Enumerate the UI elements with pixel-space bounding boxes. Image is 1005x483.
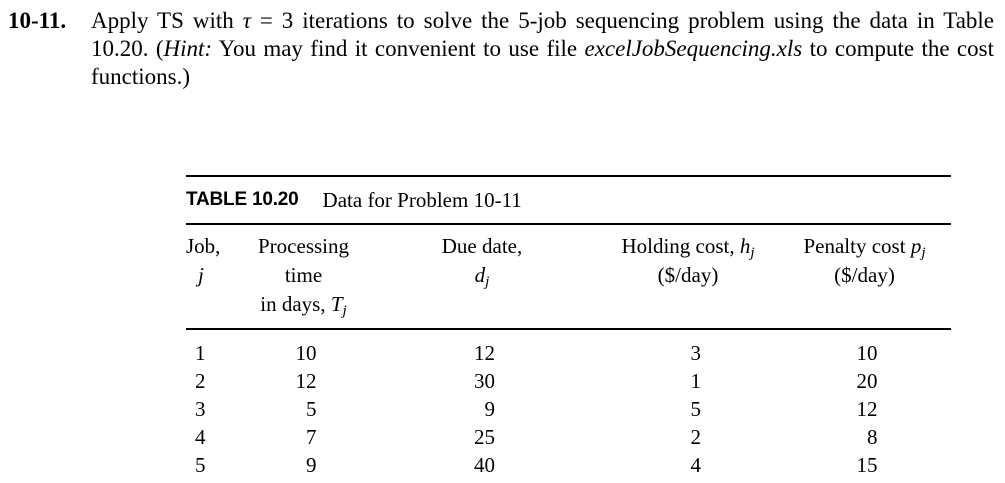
header-units: ($/day) xyxy=(657,263,719,287)
table-caption-title: Data for Problem 10-11 xyxy=(322,187,522,212)
table-row: 3 5 9 5 12 xyxy=(186,395,951,423)
job-symbol: j xyxy=(198,263,204,287)
due-date-symbol: d xyxy=(474,263,486,287)
data-table: Job, j Processing time in days, Tj Due d… xyxy=(186,225,951,483)
value: 20 xyxy=(856,369,878,393)
cell-job: 5 xyxy=(195,453,206,477)
cell-penalty-cost: 12 xyxy=(778,395,951,423)
cell-penalty-cost: 15 xyxy=(778,451,951,483)
cell-due-date: 9 xyxy=(366,395,598,423)
value: 7 xyxy=(306,425,317,449)
header-cell-holding-cost: Holding cost, hj ($/day) xyxy=(598,225,778,330)
value: 9 xyxy=(484,397,496,421)
penalty-cost-symbol: p xyxy=(910,234,922,258)
table-row: 2 12 30 1 20 xyxy=(186,367,951,395)
cell-job: 4 xyxy=(195,425,206,449)
cell-job: 1 xyxy=(195,341,206,365)
table-10-20: TABLE 10.20 Data for Problem 10-11 Job, … xyxy=(186,175,951,483)
cell-penalty-cost: 8 xyxy=(778,423,951,451)
cell-due-date: 12 xyxy=(366,329,598,367)
problem-statement: 10-11. Apply TS with τ = 3 iterations to… xyxy=(8,7,998,91)
value: 9 xyxy=(306,453,317,477)
value: 3 xyxy=(690,341,702,365)
header-title: Due date, xyxy=(441,234,523,258)
header-title: Penalty cost xyxy=(803,234,911,258)
value: 30 xyxy=(474,369,495,393)
subscript: j xyxy=(921,245,926,262)
cell-holding-cost: 1 xyxy=(598,367,778,395)
cell-processing-time: 10 xyxy=(241,329,366,367)
text-segment: Apply TS with xyxy=(91,8,243,33)
header-units-prefix: in days, xyxy=(260,292,331,316)
cell-holding-cost: 5 xyxy=(598,395,778,423)
cell-job: 2 xyxy=(195,369,206,393)
cell-holding-cost: 3 xyxy=(598,329,778,367)
cell-processing-time: 9 xyxy=(241,451,366,483)
header-title: Processing time xyxy=(258,234,349,287)
value: 12 xyxy=(295,369,317,393)
value: 2 xyxy=(690,425,702,449)
table-header: Job, j Processing time in days, Tj Due d… xyxy=(186,225,951,330)
value: 15 xyxy=(856,453,878,477)
table-caption-label: TABLE 10.20 xyxy=(186,189,299,210)
file-name: excelJobSequencing.xls xyxy=(584,36,803,61)
subscript: j xyxy=(342,303,347,320)
table-row: 5 9 40 4 15 xyxy=(186,451,951,483)
subscript: j xyxy=(485,274,490,291)
header-cell-job: Job, j xyxy=(186,225,241,330)
hint-label: Hint: xyxy=(163,36,213,61)
text-segment: to compute the cost functions.) xyxy=(91,36,994,89)
cell-due-date: 25 xyxy=(366,423,598,451)
value: 1 xyxy=(690,369,702,393)
cell-due-date: 40 xyxy=(366,451,598,483)
value: 5 xyxy=(306,397,317,421)
header-cell-processing-time: Processing time in days, Tj xyxy=(241,225,366,330)
tau-symbol: τ xyxy=(242,8,251,33)
header-title: Holding cost, xyxy=(621,234,740,258)
text-segment: = 3 iterations to solve the 5-job sequen… xyxy=(91,8,994,61)
value: 4 xyxy=(690,453,702,477)
value: 8 xyxy=(867,425,878,449)
cell-due-date: 30 xyxy=(366,367,598,395)
cell-holding-cost: 2 xyxy=(598,423,778,451)
cell-penalty-cost: 10 xyxy=(778,329,951,367)
problem-text: Apply TS with τ = 3 iterations to solve … xyxy=(91,7,994,91)
table-row: 4 7 25 2 8 xyxy=(186,423,951,451)
problem-number: 10-11. xyxy=(8,8,67,33)
cell-processing-time: 5 xyxy=(241,395,366,423)
value: 10 xyxy=(295,341,317,365)
table-row: 1 10 12 3 10 xyxy=(186,329,951,367)
value: 12 xyxy=(856,397,878,421)
value: 5 xyxy=(690,397,702,421)
header-title: Job, xyxy=(186,234,221,258)
cell-penalty-cost: 20 xyxy=(778,367,951,395)
holding-cost-symbol: h xyxy=(739,234,751,258)
value: 25 xyxy=(474,425,495,449)
cell-job: 3 xyxy=(195,397,206,421)
processing-symbol: T xyxy=(330,292,343,316)
cell-holding-cost: 4 xyxy=(598,451,778,483)
header-cell-penalty-cost: Penalty cost pj ($/day) xyxy=(778,225,951,330)
value: 10 xyxy=(856,341,878,365)
cell-processing-time: 12 xyxy=(241,367,366,395)
header-units: ($/day) xyxy=(834,263,895,287)
text-segment: You may find it convenient to use file xyxy=(212,36,585,61)
value: 12 xyxy=(474,341,495,365)
cell-processing-time: 7 xyxy=(241,423,366,451)
subscript: j xyxy=(750,245,755,262)
table-body: 1 10 12 3 10 2 12 30 1 20 3 5 9 5 xyxy=(186,329,951,483)
value: 40 xyxy=(474,453,495,477)
table-caption: TABLE 10.20 Data for Problem 10-11 xyxy=(186,177,951,225)
header-cell-due-date: Due date, dj xyxy=(366,225,598,330)
